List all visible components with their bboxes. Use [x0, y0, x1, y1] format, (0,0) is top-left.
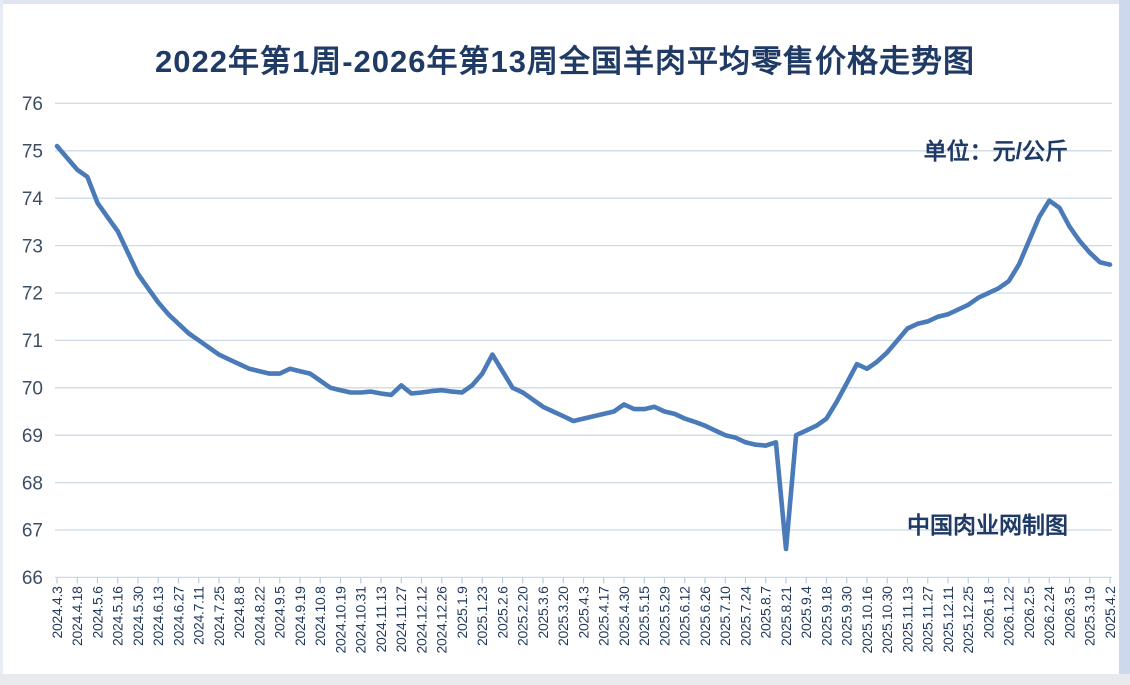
x-tick-label: 2025.12.11: [940, 586, 956, 653]
y-tick-label: 72: [22, 284, 43, 305]
x-tick-label: 2025.5.29: [656, 586, 672, 646]
x-tick-label: 2026.2.5: [1021, 586, 1037, 639]
x-tick-label: 2025.8.7: [758, 586, 774, 639]
price-line: [54, 143, 1113, 552]
frame-left-border: [0, 0, 3, 685]
x-tick-label: 2025.10.16: [859, 586, 875, 654]
x-tick-label: 2024.8.8: [231, 586, 247, 639]
x-tick-label: 2024.4.3: [49, 586, 65, 639]
y-tick-label: 75: [22, 141, 43, 162]
x-tick-label: 2025.11.13: [899, 586, 915, 653]
unit-label: 单位：元/公斤: [923, 138, 1068, 164]
x-tick-label: 2025.7.10: [717, 586, 733, 646]
x-tick-label: 2025.6.26: [697, 586, 713, 646]
x-tick-label: 2024.8.22: [251, 586, 267, 646]
x-tick-label: 2024.6.27: [170, 586, 186, 646]
x-tick-label: 2025.6.12: [677, 586, 693, 646]
x-tick-label: 2024.5.16: [110, 586, 126, 646]
x-tick-label: 2025.4.30: [616, 586, 632, 646]
y-tick-label: 68: [22, 473, 43, 494]
y-tick-label: 69: [22, 426, 43, 447]
x-tick-label: 2025.2.20: [515, 586, 531, 646]
x-tick-label: 2026.3.5: [1061, 586, 1077, 639]
x-tick-label: 2026.2.24: [1041, 586, 1057, 646]
x-tick-label: 2026.1.22: [1001, 586, 1017, 646]
x-tick-label: 2025.1.9: [454, 586, 470, 639]
x-tick-label: 2025.3.6: [535, 586, 551, 639]
x-tick-label: 2025.2.6: [494, 586, 510, 639]
y-tick-label: 73: [22, 236, 43, 257]
series-lines: [54, 143, 1113, 552]
x-tick-label: 2025.11.27: [920, 586, 936, 653]
x-tick-label: 2024.5.30: [130, 586, 146, 646]
x-tick-label: 2025.10.30: [879, 586, 895, 654]
x-tick-label: 2024.7.25: [211, 586, 227, 646]
x-tick-label: 2024.10.8: [312, 586, 328, 646]
x-tick-label: 2025.4.17: [596, 586, 612, 646]
y-tick-label: 66: [22, 568, 43, 589]
y-tick-label: 74: [22, 189, 44, 210]
x-tick-label: 2025.3.19: [1082, 586, 1098, 646]
x-tick-label: 2024.7.11: [191, 586, 207, 645]
x-tick-label: 2025.3.20: [555, 586, 571, 646]
x-tick-label: 2024.5.6: [89, 586, 105, 639]
y-tick-label: 76: [22, 94, 43, 115]
x-tick-label: 2025.4.2: [1102, 586, 1118, 639]
x-tick-label: 2024.11.27: [393, 586, 409, 653]
x-tick-label: 2026.1.8: [980, 586, 996, 639]
x-tick-label: 2024.12.26: [434, 586, 450, 654]
y-tick-label: 67: [22, 521, 43, 542]
chart-title: 2022年第1周-2026年第13周全国羊肉平均零售价格走势图: [155, 44, 975, 79]
x-tick-label: 2024.9.5: [272, 586, 288, 639]
x-tick-label: 2024.10.31: [353, 586, 369, 654]
x-tick-label: 2024.9.19: [292, 586, 308, 646]
x-tick-label: 2025.9.30: [839, 586, 855, 646]
frame-bottom-border: [0, 674, 1130, 685]
gridlines: [55, 102, 1112, 579]
x-tick-label: 2024.6.13: [150, 586, 166, 646]
x-tick-label: 2025.8.21: [778, 586, 794, 646]
x-tick-label: 2024.12.12: [413, 586, 429, 654]
x-tick-label: 2025.1.23: [474, 586, 490, 646]
x-axis-labels: 2024.4.3 2024.4.18 2024.5.6 2024.5.16 2024.5…: [49, 586, 1118, 654]
y-tick-label: 70: [22, 378, 43, 399]
x-tick-label: 2025.5.15: [636, 586, 652, 646]
frame-right-border: [1119, 0, 1130, 685]
x-tick-label: 2024.11.13: [373, 586, 389, 653]
x-tick-label: 2024.4.18: [69, 586, 85, 646]
frame-top-border: [0, 0, 1130, 4]
x-tick-label: 2025.12.25: [960, 586, 976, 654]
y-axis-labels: 66 67 68 69 70 71 72 73 74 75 76: [22, 94, 44, 589]
x-tick-label: 2024.10.19: [332, 586, 348, 654]
y-tick-label: 71: [22, 331, 43, 352]
x-tick-label: 2025.9.18: [818, 586, 834, 646]
x-tick-label: 2025.7.24: [737, 586, 753, 646]
x-axis-ticks: [56, 577, 1111, 584]
x-tick-label: 2025.9.4: [798, 586, 814, 639]
watermark-credit: 中国肉业网制图: [907, 512, 1068, 538]
x-tick-label: 2025.4.3: [575, 586, 591, 639]
